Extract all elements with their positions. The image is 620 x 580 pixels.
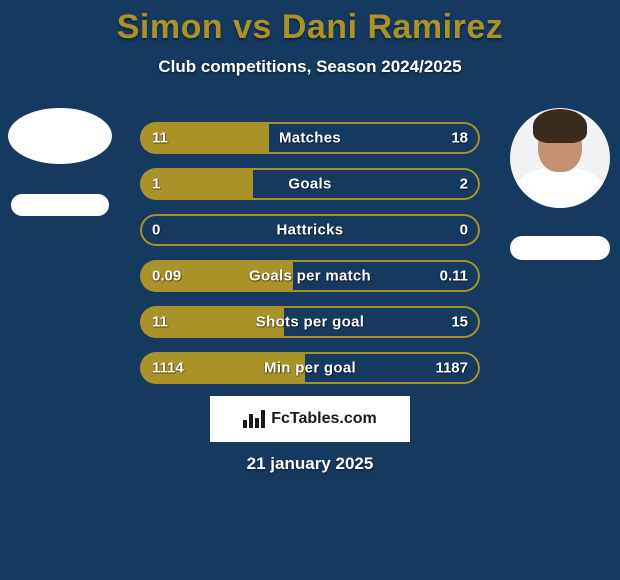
avatar-right <box>510 108 610 208</box>
stat-right-value: 2 <box>460 176 468 193</box>
player-right-name-pill <box>510 236 610 260</box>
branding-text: FcTables.com <box>271 410 377 428</box>
stat-bar-row: 0.09 0.11 Goals per match <box>140 260 480 292</box>
stat-bar-row: 1114 1187 Min per goal <box>140 352 480 384</box>
stat-left-value: 0.09 <box>152 268 181 285</box>
page-title: Simon vs Dani Ramirez <box>0 0 620 47</box>
bar-chart-icon <box>243 410 265 428</box>
stat-bar-row: 11 18 Matches <box>140 122 480 154</box>
stat-right-value: 1187 <box>435 360 468 377</box>
stat-left-value: 11 <box>152 130 168 147</box>
stat-right-value: 15 <box>451 314 468 331</box>
avatar-left-placeholder <box>8 108 112 164</box>
stat-label: Goals <box>288 176 331 193</box>
avatar-hair <box>533 109 587 143</box>
stat-left-value: 1114 <box>152 360 184 377</box>
player-left <box>0 108 120 216</box>
stat-label: Shots per goal <box>256 314 364 331</box>
comparison-infographic: Simon vs Dani Ramirez Club competitions,… <box>0 0 620 580</box>
date-text: 21 january 2025 <box>0 454 620 474</box>
stat-left-value: 0 <box>152 222 160 239</box>
stat-right-value: 0 <box>460 222 468 239</box>
stat-bar-row: 0 0 Hattricks <box>140 214 480 246</box>
stat-right-value: 0.11 <box>440 268 468 285</box>
stat-label: Min per goal <box>264 360 356 377</box>
subtitle: Club competitions, Season 2024/2025 <box>0 57 620 77</box>
stat-bar-row: 11 15 Shots per goal <box>140 306 480 338</box>
stat-right-value: 18 <box>451 130 468 147</box>
stat-bar-row: 1 2 Goals <box>140 168 480 200</box>
player-right <box>500 108 620 260</box>
stat-label: Matches <box>279 130 341 147</box>
stat-label: Goals per match <box>249 268 371 285</box>
stat-left-value: 1 <box>152 176 160 193</box>
avatar-shirt <box>512 166 608 208</box>
branding-box: FcTables.com <box>210 396 410 442</box>
stat-left-value: 11 <box>152 314 168 331</box>
player-left-name-pill <box>11 194 109 216</box>
stat-label: Hattricks <box>277 222 344 239</box>
stat-bars: 11 18 Matches 1 2 Goals 0 0 Hattricks 0.09 0.11 Goa… <box>140 122 480 398</box>
